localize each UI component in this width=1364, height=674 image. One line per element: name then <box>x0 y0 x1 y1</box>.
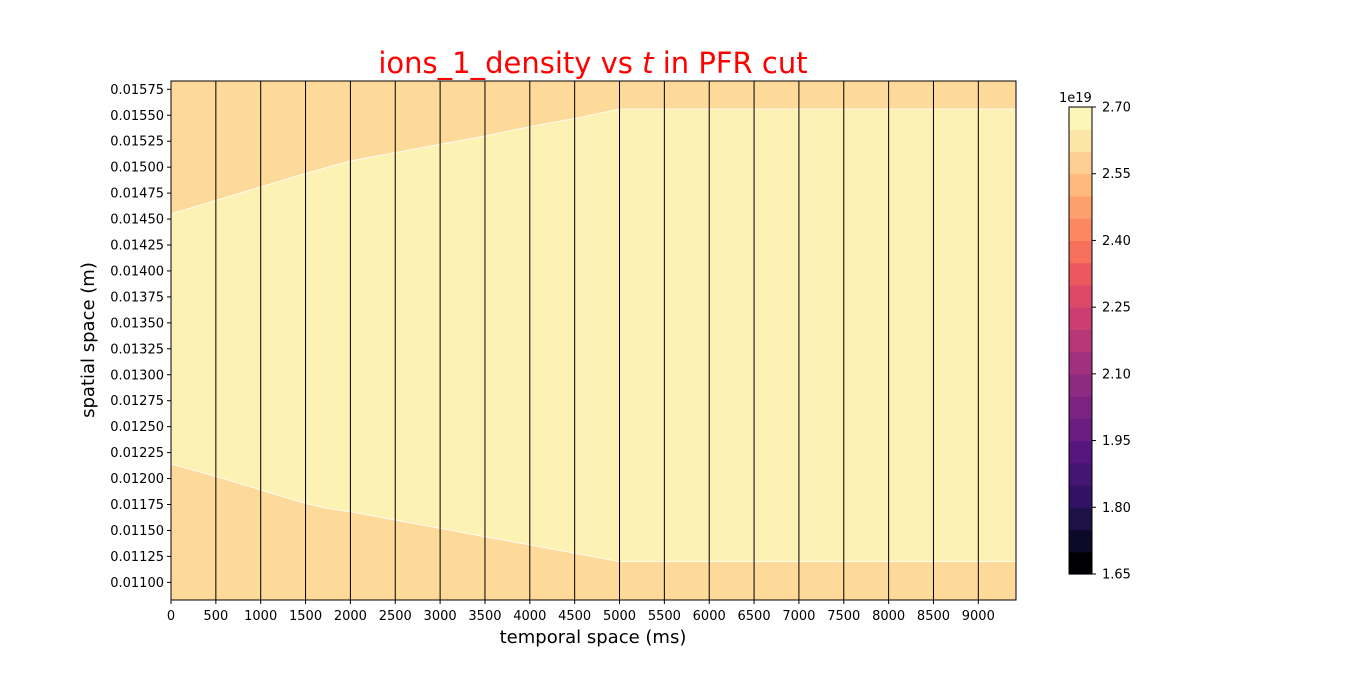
y-tick-label: 0.01575 <box>110 83 164 98</box>
colorbar: 1.65 1.80 1.95 2.10 2.25 2.40 2.55 2.70 1e19 <box>1059 91 1131 583</box>
plot-area <box>170 81 1016 600</box>
x-tick-label: 7000 <box>782 609 815 624</box>
x-tick-label: 3500 <box>468 609 501 624</box>
colorbar-tick-label: 1.80 <box>1102 501 1131 516</box>
colorbar-level <box>1069 107 1092 130</box>
x-tick-label: 0 <box>167 609 175 624</box>
y-tick-label: 0.01425 <box>110 239 164 254</box>
colorbar-level <box>1069 307 1092 330</box>
y-tick-label: 0.01175 <box>110 498 164 513</box>
colorbar-level <box>1069 351 1092 375</box>
colorbar-frame <box>1068 106 1093 575</box>
colorbar-level <box>1069 507 1092 531</box>
colorbar-tick-label: 2.40 <box>1102 234 1131 249</box>
colorbar-level <box>1069 240 1092 264</box>
y-tick-label: 0.01200 <box>110 472 164 487</box>
colorbar-level <box>1069 218 1092 242</box>
plot-frame <box>170 80 1017 601</box>
y-tick-label: 0.01550 <box>110 109 164 124</box>
colorbar-level <box>1069 551 1092 575</box>
x-tick-label: 1500 <box>289 609 322 624</box>
x-tick-label: 500 <box>203 609 228 624</box>
chart-title: ions_1_density vs t in PFR cut <box>378 46 807 80</box>
x-tick-label: 5500 <box>648 609 681 624</box>
y-tick-label: 0.01225 <box>110 446 164 461</box>
y-tick-label: 0.01275 <box>110 394 164 409</box>
x-tick-label: 6000 <box>693 609 726 624</box>
x-tick-label: 4000 <box>513 609 546 624</box>
y-tick-label: 0.01525 <box>110 135 164 150</box>
colorbar-level <box>1069 462 1092 486</box>
colorbar-level <box>1069 485 1092 508</box>
colorbar-tick-label: 2.25 <box>1102 301 1131 316</box>
colorbar-level <box>1069 195 1092 219</box>
y-tick-label: 0.01100 <box>110 576 164 591</box>
x-tick-label: 8000 <box>872 609 905 624</box>
colorbar-level <box>1069 329 1092 353</box>
y-tick-label: 0.01450 <box>110 213 164 228</box>
y-tick-label: 0.01325 <box>110 342 164 357</box>
colorbar-tick-label: 2.10 <box>1102 367 1131 382</box>
x-tick-label: 6500 <box>738 609 771 624</box>
y-tick-label: 0.01150 <box>110 524 164 539</box>
colorbar-level <box>1069 440 1092 464</box>
colorbar-level <box>1069 284 1092 308</box>
y-tick-label: 0.01475 <box>110 187 164 202</box>
x-tick-label: 7500 <box>827 609 860 624</box>
x-tick-label: 2500 <box>379 609 412 624</box>
y-tick-label: 0.01500 <box>110 161 164 176</box>
high-density-region <box>171 109 1016 562</box>
colorbar-level <box>1069 129 1092 153</box>
colorbar-level <box>1069 262 1092 286</box>
x-tick-label: 5000 <box>603 609 636 624</box>
colorbar-level <box>1069 173 1092 197</box>
colorbar-level <box>1069 151 1092 175</box>
colorbar-tick-label: 2.70 <box>1102 101 1131 116</box>
y-tick-label: 0.01400 <box>110 264 164 279</box>
x-tick-label: 8500 <box>917 609 950 624</box>
y-tick-label: 0.01300 <box>110 368 164 383</box>
colorbar-tick-label: 2.55 <box>1102 167 1131 182</box>
y-axis-label: spatial space (m) <box>78 262 99 418</box>
x-axis-label: temporal space (ms) <box>500 627 687 648</box>
colorbar-level <box>1069 373 1092 397</box>
colorbar-multiplier: 1e19 <box>1059 91 1092 106</box>
colorbar-level <box>1069 396 1092 419</box>
x-tick-label: 2000 <box>334 609 367 624</box>
x-tick-label: 4500 <box>558 609 591 624</box>
x-tick-label: 3000 <box>424 609 457 624</box>
x-tick-label: 9000 <box>962 609 995 624</box>
colorbar-tick-label: 1.65 <box>1102 568 1131 583</box>
colorbar-level <box>1069 529 1092 553</box>
colorbar-level <box>1069 418 1092 442</box>
y-tick-label: 0.01375 <box>110 290 164 305</box>
y-tick-label: 0.01125 <box>110 550 164 565</box>
y-tick-label: 0.01350 <box>110 316 164 331</box>
x-tick-label: 1000 <box>244 609 277 624</box>
colorbar-tick-label: 1.95 <box>1102 434 1131 449</box>
y-tick-label: 0.01250 <box>110 420 164 435</box>
axes: 0 500 1000 1500 2000 2500 3000 3500 4000 4500 5000… <box>110 80 1017 624</box>
